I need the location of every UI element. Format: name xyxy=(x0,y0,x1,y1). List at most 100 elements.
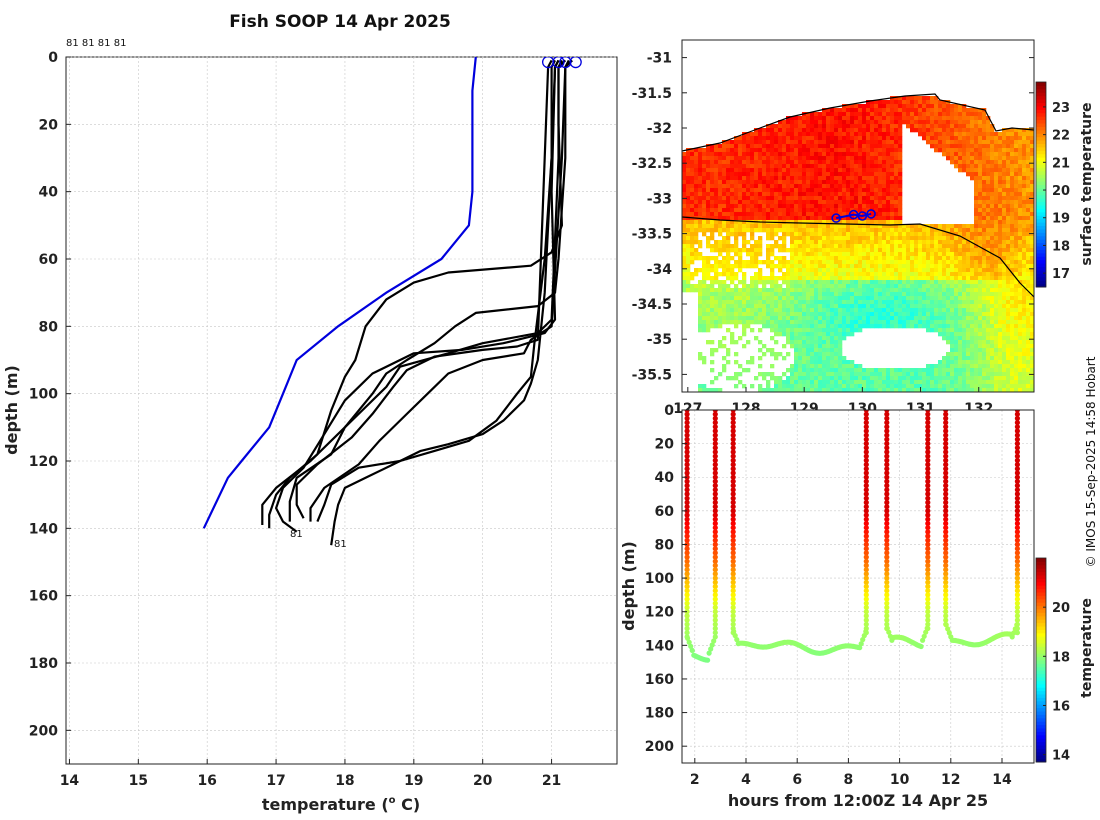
sst-cell xyxy=(962,168,967,173)
profile-y-tick-label: 80 xyxy=(39,319,59,335)
sst-cell xyxy=(1002,288,1007,293)
sst-cell xyxy=(1018,336,1023,341)
sst-cell xyxy=(854,236,859,241)
sst-cell xyxy=(698,168,703,173)
sst-cell xyxy=(942,272,947,277)
sst-cell xyxy=(822,144,827,149)
sst-cell xyxy=(778,312,783,317)
sst-cell xyxy=(774,196,779,201)
sst-cell xyxy=(734,216,739,221)
sst-cell xyxy=(930,300,935,305)
sst-cell xyxy=(1022,376,1027,381)
sst-cell xyxy=(778,304,783,309)
sst-cell xyxy=(874,372,879,377)
sst-cell xyxy=(870,156,875,161)
sst-cell xyxy=(742,208,747,213)
sst-cell xyxy=(1030,368,1034,373)
sst-cell xyxy=(802,280,807,285)
sst-cell xyxy=(958,104,963,109)
sst-cell xyxy=(766,184,771,189)
sst-cell xyxy=(870,252,875,257)
sst-cell xyxy=(842,368,847,373)
sst-cell xyxy=(738,212,743,217)
sst-cell xyxy=(902,368,907,373)
sst-cell xyxy=(1002,372,1007,377)
sst-cell xyxy=(894,132,899,137)
sst-cell xyxy=(1002,340,1007,345)
sst-cell xyxy=(738,192,743,197)
sst-cell xyxy=(718,188,723,193)
sst-cell xyxy=(718,244,723,249)
sst-cell xyxy=(802,208,807,213)
sst-cell xyxy=(726,288,731,293)
sst-cell xyxy=(986,348,991,353)
sst-cell xyxy=(802,372,807,377)
sst-cell xyxy=(822,368,827,373)
sst-cell xyxy=(842,164,847,169)
sst-cell xyxy=(898,244,903,249)
sst-cell xyxy=(1026,284,1031,289)
sst-cell xyxy=(794,320,799,325)
sst-cell xyxy=(750,140,755,145)
sst-cell xyxy=(722,172,727,177)
sst-cell xyxy=(790,260,795,265)
sst-cell xyxy=(778,148,783,153)
sst-cell xyxy=(1010,224,1015,229)
sst-cell xyxy=(794,140,799,145)
sst-cell xyxy=(770,212,775,217)
sst-cell xyxy=(826,272,831,277)
sst-cell xyxy=(742,312,747,317)
sst-cell xyxy=(802,284,807,289)
sst-cell xyxy=(834,260,839,265)
sst-cell xyxy=(894,116,899,121)
sst-cell xyxy=(1010,288,1015,293)
sst-cell xyxy=(802,204,807,209)
sst-cell xyxy=(850,220,855,225)
sst-cell xyxy=(798,348,803,353)
sst-cell xyxy=(978,116,983,121)
sst-cell xyxy=(826,120,831,125)
sst-cell xyxy=(818,304,823,309)
sst-cell xyxy=(874,236,879,241)
sst-cell xyxy=(926,256,931,261)
sst-cell xyxy=(826,372,831,377)
sst-cell xyxy=(1030,292,1034,297)
sst-cell xyxy=(706,216,711,221)
sst-cell xyxy=(898,132,903,137)
sst-cell xyxy=(802,276,807,281)
sst-cell xyxy=(1006,380,1011,385)
sst-cell xyxy=(834,376,839,381)
sst-cell xyxy=(846,256,851,261)
sst-cell xyxy=(770,200,775,205)
sst-cell xyxy=(866,216,871,221)
sst-cell xyxy=(906,100,911,105)
sst-cell xyxy=(1002,376,1007,381)
sst-cell xyxy=(846,224,851,229)
sst-cell xyxy=(894,124,899,129)
sst-cell xyxy=(886,148,891,153)
sst-cell xyxy=(818,236,823,241)
sst-cell xyxy=(874,168,879,173)
sst-cell xyxy=(898,280,903,285)
sst-cell xyxy=(862,296,867,301)
sst-cell xyxy=(866,188,871,193)
sst-cell xyxy=(998,204,1003,209)
sst-cell xyxy=(866,180,871,185)
sst-cell xyxy=(982,244,987,249)
profile-y-tick-label: 180 xyxy=(29,656,58,672)
sst-cell xyxy=(954,324,959,329)
sst-cell xyxy=(882,220,887,225)
sst-cell xyxy=(950,328,955,333)
sst-cell xyxy=(882,256,887,261)
sst-cell xyxy=(774,140,779,145)
sst-cell xyxy=(838,252,843,257)
sst-cell xyxy=(850,144,855,149)
sst-cell xyxy=(966,164,971,169)
sst-cell xyxy=(794,144,799,149)
sst-cell xyxy=(1018,348,1023,353)
sst-cell xyxy=(802,160,807,165)
sst-cell xyxy=(686,260,691,265)
sst-cell xyxy=(982,216,987,221)
sst-cell xyxy=(918,96,923,101)
sst-cell xyxy=(734,180,739,185)
